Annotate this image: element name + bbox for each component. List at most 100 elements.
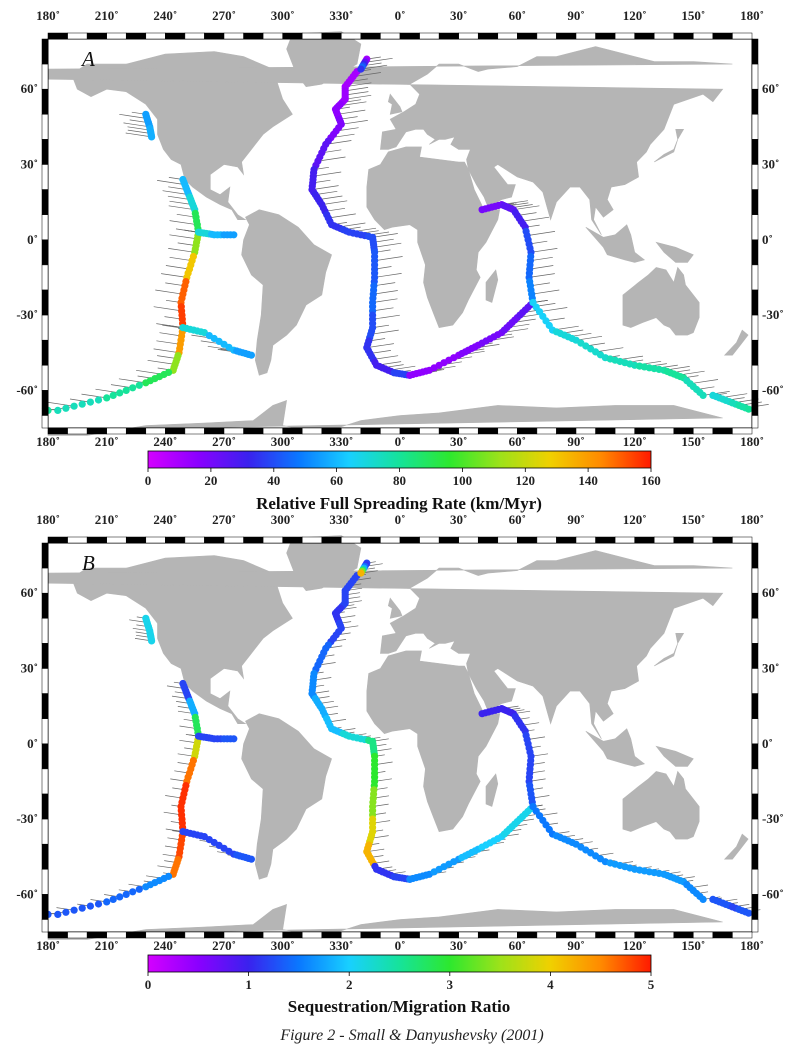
frame-check-top bbox=[536, 32, 557, 40]
colorbar-tick-label: 140 bbox=[578, 473, 598, 488]
lon-tick-label: 120˚ bbox=[623, 938, 647, 953]
frame-check-bottom bbox=[47, 427, 68, 435]
frame-check-bottom bbox=[653, 427, 675, 435]
frame-check-left bbox=[41, 339, 49, 366]
frame-check-bottom bbox=[184, 427, 205, 435]
frame-check-right bbox=[751, 718, 759, 745]
lat-tick-label: 0˚ bbox=[27, 736, 38, 751]
colorbar-title-b: Sequestration/Migration Ratio bbox=[288, 997, 510, 1016]
lon-tick-label: 150˚ bbox=[681, 8, 705, 23]
frame-check-left bbox=[41, 390, 49, 416]
ridge-point bbox=[70, 906, 78, 914]
lon-tick-label: 330˚ bbox=[329, 512, 353, 527]
spreading-vector bbox=[521, 216, 550, 222]
panel-label-b: B bbox=[82, 551, 95, 575]
spreading-vector bbox=[527, 231, 556, 236]
frame-check-top bbox=[399, 536, 420, 544]
frame-check-top bbox=[223, 536, 244, 544]
spreading-vector bbox=[530, 256, 553, 262]
frame-check-top bbox=[47, 32, 68, 40]
frame-check-left bbox=[41, 114, 49, 140]
frame-check-left bbox=[41, 542, 49, 569]
frame-check-top bbox=[477, 536, 499, 544]
frame-check-bottom bbox=[693, 931, 714, 939]
frame-check-bottom bbox=[360, 931, 381, 939]
frame-check-bottom bbox=[693, 427, 714, 435]
frame-check-top bbox=[458, 536, 479, 544]
frame-check-bottom bbox=[282, 427, 303, 435]
frame-check-top bbox=[86, 536, 107, 544]
frame-check-bottom bbox=[458, 427, 479, 435]
frame-check-bottom bbox=[341, 427, 362, 435]
frame-check-top bbox=[595, 32, 616, 40]
lat-tick-label: -30˚ bbox=[16, 307, 38, 322]
frame-check-top bbox=[360, 32, 381, 40]
frame-check-bottom bbox=[634, 931, 655, 939]
frame-check-left bbox=[41, 818, 49, 845]
lon-tick-label: 60˚ bbox=[509, 434, 526, 449]
ridge-point bbox=[54, 406, 62, 414]
spreading-vector bbox=[539, 307, 568, 313]
colorbar-tick-label: 40 bbox=[267, 473, 280, 488]
frame-check-bottom bbox=[204, 931, 225, 939]
frame-check-top bbox=[634, 536, 655, 544]
frame-check-top bbox=[575, 32, 596, 40]
lat-tick-label: -30˚ bbox=[762, 307, 784, 322]
spreading-vector bbox=[321, 200, 348, 205]
frame-check-left bbox=[41, 38, 49, 65]
frame-check-bottom bbox=[204, 427, 225, 435]
land-masses-b bbox=[47, 535, 749, 940]
lat-tick-label: 60˚ bbox=[762, 81, 779, 96]
frame-check-top bbox=[145, 536, 166, 544]
lon-tick-label: 180˚ bbox=[740, 938, 764, 953]
spreading-vector bbox=[318, 195, 343, 200]
land-australia bbox=[622, 770, 700, 840]
spreading-vector bbox=[165, 265, 190, 270]
lon-tick-label: 0˚ bbox=[395, 434, 406, 449]
frame-check-top bbox=[282, 32, 303, 40]
frame-check-left bbox=[41, 793, 49, 820]
frame-check-bottom bbox=[125, 427, 147, 435]
frame-check-left bbox=[41, 567, 49, 594]
lat-tick-label: 30˚ bbox=[762, 157, 779, 172]
frame-check-top bbox=[184, 536, 205, 544]
spreading-vector bbox=[337, 109, 366, 115]
frame-check-top bbox=[595, 536, 616, 544]
frame-check-right bbox=[751, 818, 759, 845]
colorbar-tick-label: 1 bbox=[245, 977, 252, 992]
frame-check-left bbox=[41, 189, 49, 215]
spreading-vector bbox=[595, 347, 624, 353]
colorbar-ramp-a bbox=[147, 450, 652, 469]
ridge-point bbox=[135, 381, 143, 389]
frame-check-right bbox=[751, 919, 759, 933]
frame-check-bottom bbox=[438, 427, 459, 435]
frame-check-left bbox=[41, 264, 49, 291]
ridge-point bbox=[247, 351, 255, 359]
colorbar-b: 0 1 2 3 4 5 Sequestration/Migration Ratio bbox=[145, 954, 655, 1016]
frame-check-right bbox=[751, 314, 759, 341]
frame-check-right bbox=[751, 668, 759, 694]
ridge-point bbox=[103, 898, 111, 906]
frame-check-left bbox=[41, 164, 49, 190]
frame-check-bottom bbox=[67, 931, 88, 939]
lon-tick-label: 150˚ bbox=[681, 512, 705, 527]
spreading-vector bbox=[81, 393, 107, 399]
frame-check-bottom bbox=[575, 427, 596, 435]
frame-check-right bbox=[751, 38, 759, 65]
spreading-vector bbox=[127, 126, 151, 131]
land-britain bbox=[387, 93, 403, 115]
frame-check-top bbox=[556, 32, 577, 40]
frame-check-bottom bbox=[223, 427, 244, 435]
spreading-vector bbox=[123, 122, 150, 128]
map-a bbox=[41, 31, 769, 436]
frame-check-left bbox=[41, 618, 49, 644]
frame-check-top bbox=[106, 32, 127, 40]
colorbar-ticks-a: 0 20 40 60 80 100 120 140 160 bbox=[145, 468, 661, 488]
spreading-vector bbox=[153, 306, 182, 312]
ridge-point bbox=[357, 569, 365, 577]
lon-tick-label: 90˚ bbox=[567, 434, 584, 449]
frame-check-bottom bbox=[673, 931, 694, 939]
ridge-point bbox=[247, 855, 255, 863]
frame-check-left bbox=[41, 894, 49, 920]
frame-check-top bbox=[262, 32, 283, 40]
